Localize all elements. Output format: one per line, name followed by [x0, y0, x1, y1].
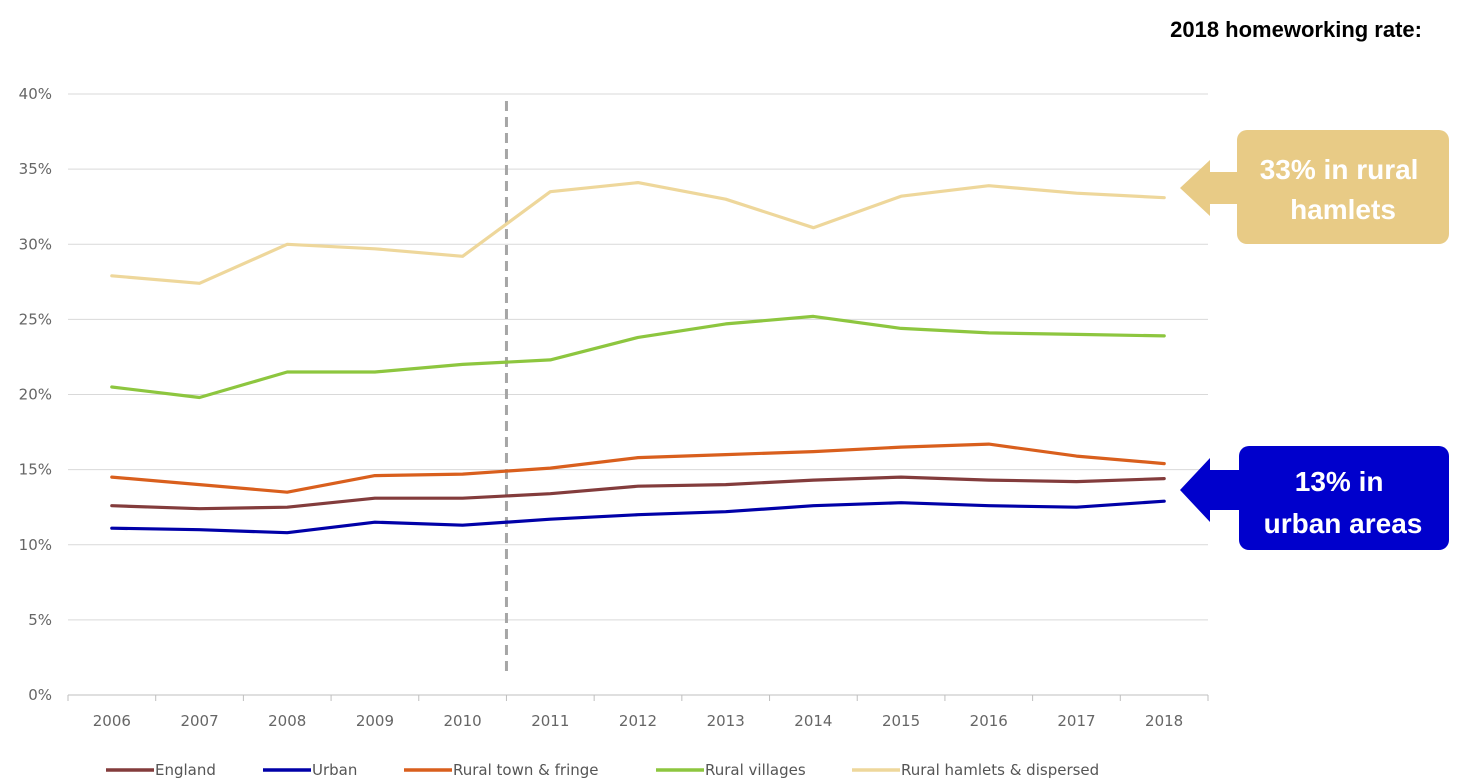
x-tick-label: 2016	[970, 712, 1008, 730]
series-line-urban	[110, 499, 1166, 535]
y-tick-label: 10%	[19, 536, 52, 554]
callout-line: urban areas	[1264, 508, 1423, 539]
series-line-rural-villages	[110, 314, 1166, 400]
legend-label: Urban	[312, 761, 357, 779]
x-tick-label: 2007	[180, 712, 218, 730]
y-tick-label: 20%	[19, 386, 52, 404]
legend-item: Rural villages	[656, 761, 806, 779]
legend-label: Rural hamlets & dispersed	[901, 761, 1099, 779]
callout-line: 13% in	[1295, 466, 1384, 497]
x-tick-label: 2015	[882, 712, 920, 730]
rural-hamlets-callout: 33% in rural hamlets	[1180, 130, 1449, 244]
x-tick-label: 2013	[707, 712, 745, 730]
urban-areas-callout: 13% in urban areas	[1180, 446, 1449, 550]
y-tick-label: 30%	[19, 235, 52, 253]
series-line-rural-town-fringe	[110, 442, 1166, 494]
y-tick-label: 0%	[28, 686, 52, 704]
legend-label: Rural villages	[705, 761, 806, 779]
legend-item: Urban	[263, 761, 357, 779]
gridlines	[68, 93, 1208, 621]
y-tick-label: 40%	[19, 85, 52, 103]
series-line-england	[110, 475, 1166, 511]
series-line-rural-hamlets-dispersed	[110, 181, 1166, 285]
y-tick-label: 15%	[19, 461, 52, 479]
homeworking-rate-heading: 2018 homeworking rate:	[1170, 17, 1422, 42]
rural-hamlets-callout-box	[1237, 130, 1449, 244]
legend-label: England	[155, 761, 216, 779]
x-tick-labels: 2006 2007 2008 2009 2010 2011 2012 2013 2014 2015…	[93, 712, 1183, 730]
x-tick-label: 2018	[1145, 712, 1183, 730]
rural-hamlets-callout-arrow	[1180, 160, 1238, 216]
x-tick-label: 2014	[794, 712, 832, 730]
legend-item: Rural town & fringe	[404, 761, 599, 779]
y-tick-label: 25%	[19, 310, 52, 328]
callout-line: hamlets	[1290, 194, 1396, 225]
x-tick-label: 2011	[531, 712, 569, 730]
legend-item: Rural hamlets & dispersed	[852, 761, 1099, 779]
x-tick-label: 2017	[1057, 712, 1095, 730]
legend-label: Rural town & fringe	[453, 761, 599, 779]
legend-item: England	[106, 761, 216, 779]
urban-areas-callout-arrow	[1180, 458, 1242, 522]
urban-areas-callout-text: 13% in urban areas	[1264, 466, 1423, 539]
series-lines	[110, 181, 1166, 535]
y-tick-label: 5%	[28, 611, 52, 629]
urban-areas-callout-box	[1239, 446, 1449, 550]
x-tick-label: 2009	[356, 712, 394, 730]
rural-hamlets-callout-text: 33% in rural hamlets	[1260, 154, 1427, 225]
y-tick-label: 35%	[19, 160, 52, 178]
x-tick-label: 2012	[619, 712, 657, 730]
x-axis	[67, 694, 1209, 701]
legend: England Urban Rural town & fringe Rural vil…	[106, 761, 1099, 779]
callout-line: 33% in rural	[1260, 154, 1419, 185]
x-tick-label: 2010	[444, 712, 482, 730]
x-tick-label: 2008	[268, 712, 306, 730]
x-tick-label: 2006	[93, 712, 131, 730]
y-tick-labels: 0% 5% 10% 15% 20% 25% 30% 35% 40%	[19, 85, 52, 704]
